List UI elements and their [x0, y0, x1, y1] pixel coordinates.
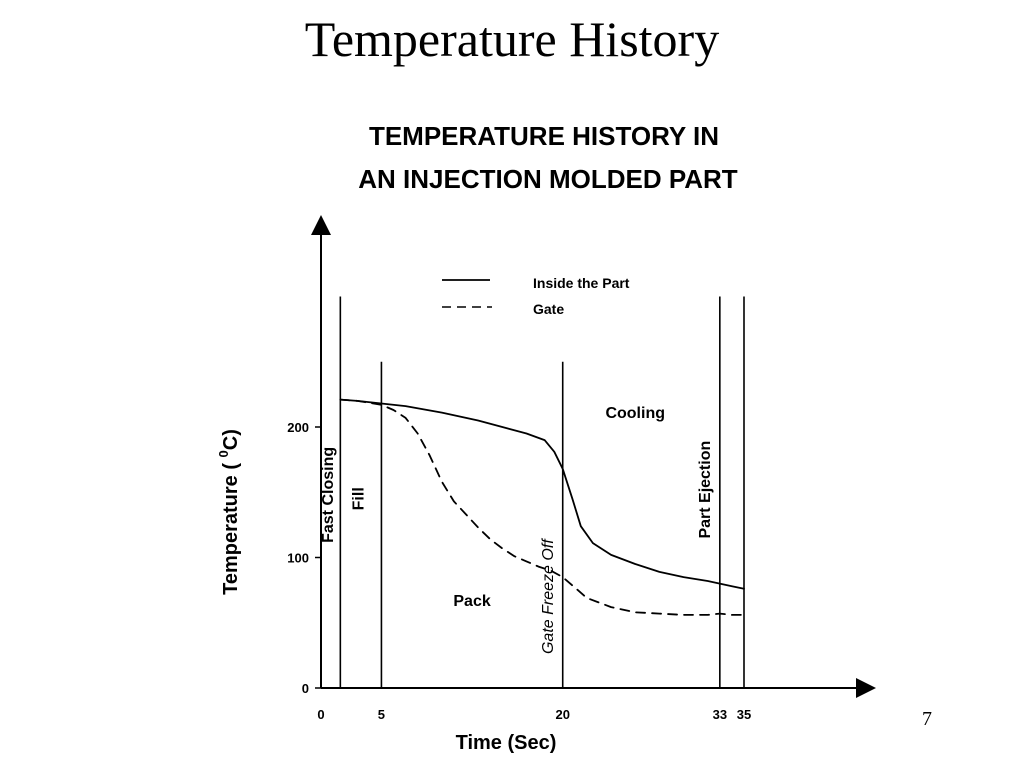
- page-number: 7: [922, 708, 932, 730]
- phase-lines: [339, 296, 745, 688]
- x-tick-label-0: 0: [317, 707, 324, 722]
- annotation-fast-closing: Fast Closing: [320, 447, 337, 543]
- annotation-cooling: Cooling: [605, 405, 665, 422]
- y-axis-label-group: Temperature ( 0C): [216, 429, 242, 595]
- y-axis-label-close: ): [220, 429, 242, 436]
- annotation-part-ejection: Part Ejection: [697, 441, 714, 539]
- x-axis-label: Time (Sec): [456, 732, 557, 754]
- series-line-inside-part: [339, 398, 745, 590]
- y-tick-label-0: 0: [302, 681, 309, 696]
- annotation-fill: Fill: [350, 487, 367, 510]
- chart-title-line-2: AN INJECTION MOLDED PART: [358, 164, 738, 194]
- x-tick-label-2: 20: [555, 707, 569, 722]
- y-axis-label-open: (: [220, 457, 242, 475]
- y-ticks: 0 100 200: [287, 420, 321, 696]
- y-axis-label-text: Temperature: [220, 475, 242, 595]
- series-group: [339, 398, 745, 616]
- legend: Inside the Part Gate: [442, 275, 630, 317]
- y-axis-unit-sup: 0: [216, 450, 231, 457]
- y-tick-label-2: 200: [287, 420, 309, 435]
- annotations: Fast Closing Fill Pack Gate Freeze Off Cooli…: [320, 405, 714, 654]
- x-tick-label-1: 5: [378, 707, 385, 722]
- series-line-gate: [339, 398, 745, 616]
- x-tick-label-4: 35: [737, 707, 751, 722]
- y-tick-label-1: 100: [287, 551, 309, 566]
- x-ticks: 0 5 20 33 35: [317, 707, 751, 722]
- legend-label-inside: Inside the Part: [533, 275, 630, 291]
- y-axis-unit-base: C: [220, 436, 242, 450]
- slide-title: Temperature History: [304, 11, 720, 67]
- legend-label-gate: Gate: [533, 301, 564, 317]
- annotation-gate-freeze-off: Gate Freeze Off: [540, 538, 557, 654]
- x-tick-label-3: 33: [713, 707, 727, 722]
- annotation-pack: Pack: [453, 593, 490, 610]
- y-axis-label: Temperature ( 0C): [216, 429, 242, 595]
- chart-title-line-1: TEMPERATURE HISTORY IN: [369, 121, 719, 151]
